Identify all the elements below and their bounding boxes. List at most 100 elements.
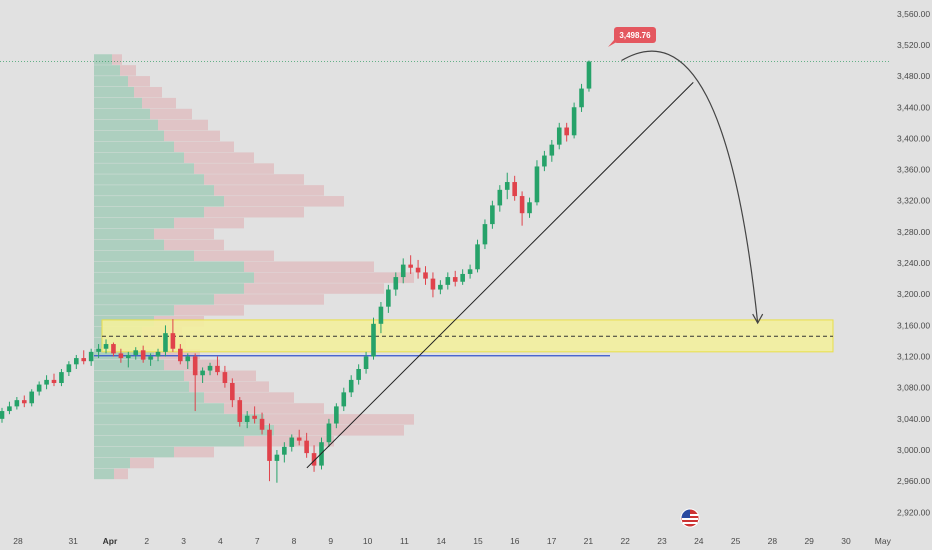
candle[interactable] <box>452 277 458 282</box>
candle[interactable] <box>74 358 79 365</box>
candle[interactable] <box>192 356 198 376</box>
profile-bar-buy <box>94 414 264 425</box>
candle[interactable] <box>185 356 191 362</box>
candle[interactable] <box>371 323 376 357</box>
candle[interactable] <box>304 440 309 454</box>
candle[interactable] <box>460 273 465 282</box>
candle[interactable] <box>579 88 584 108</box>
candle[interactable] <box>29 391 35 404</box>
candle[interactable] <box>178 348 183 362</box>
trendline[interactable] <box>306 81 694 469</box>
candle[interactable] <box>393 277 399 290</box>
candle[interactable] <box>438 284 443 290</box>
candle[interactable] <box>289 437 295 447</box>
profile-bar-buy <box>94 119 158 131</box>
candle[interactable] <box>549 144 555 156</box>
candle[interactable] <box>244 415 250 422</box>
candle[interactable] <box>51 379 57 384</box>
profile-bar-buy <box>94 86 134 98</box>
candle[interactable] <box>274 454 280 461</box>
candle[interactable] <box>163 333 168 352</box>
profile-bar-buy <box>94 141 174 153</box>
candle[interactable] <box>311 453 317 466</box>
candle[interactable] <box>519 196 525 214</box>
candle[interactable] <box>36 384 42 392</box>
candle[interactable] <box>400 264 406 278</box>
candle[interactable] <box>222 372 228 384</box>
candle[interactable] <box>59 372 64 384</box>
candle[interactable] <box>148 356 153 360</box>
candle[interactable] <box>341 392 347 407</box>
candle[interactable] <box>467 269 473 274</box>
candle[interactable] <box>118 353 124 359</box>
candle[interactable] <box>207 365 213 371</box>
candle[interactable] <box>126 354 131 359</box>
candle[interactable] <box>415 267 421 273</box>
candle[interactable] <box>215 365 220 373</box>
candle[interactable] <box>475 244 480 270</box>
candle[interactable] <box>111 344 116 354</box>
x-tick-label: 31 <box>68 536 78 546</box>
profile-bar-sell <box>244 261 374 272</box>
candle[interactable] <box>586 61 592 89</box>
candle[interactable] <box>504 182 510 190</box>
candle[interactable] <box>542 155 547 167</box>
y-tick-label: 3,360.00 <box>897 165 930 175</box>
candle[interactable] <box>21 400 27 404</box>
candle[interactable] <box>482 224 488 245</box>
candle[interactable] <box>230 383 235 401</box>
candle[interactable] <box>44 379 49 385</box>
candle[interactable] <box>259 418 265 430</box>
candle[interactable] <box>88 351 94 362</box>
candle[interactable] <box>534 166 540 203</box>
candle[interactable] <box>386 289 391 307</box>
y-tick-label: 3,320.00 <box>897 196 930 206</box>
y-axis[interactable]: 2,920.00 2,960.00 3,000.00 3,040.00 3,080.00… <box>897 9 930 518</box>
candle[interactable] <box>490 205 495 225</box>
candle[interactable] <box>408 264 413 268</box>
forecast-arrow[interactable] <box>621 50 759 324</box>
candle[interactable] <box>564 127 569 136</box>
candle[interactable] <box>571 107 577 136</box>
candle[interactable] <box>363 356 369 369</box>
candle[interactable] <box>348 379 354 393</box>
candle[interactable] <box>155 351 161 357</box>
profile-bar-buy <box>94 196 224 207</box>
candle[interactable] <box>423 272 428 279</box>
profile-bar-sell <box>194 163 274 174</box>
candle[interactable] <box>430 278 436 290</box>
candle[interactable] <box>200 370 205 376</box>
candle[interactable] <box>140 350 146 360</box>
candle[interactable] <box>7 406 12 412</box>
candle[interactable] <box>0 411 5 419</box>
candle[interactable] <box>378 306 384 324</box>
x-tick-label: 25 <box>731 536 741 546</box>
candle[interactable] <box>326 423 332 443</box>
candle[interactable] <box>252 415 257 419</box>
candle[interactable] <box>81 358 87 362</box>
candle[interactable] <box>512 182 517 197</box>
candle[interactable] <box>133 350 139 355</box>
candle[interactable] <box>556 127 562 145</box>
candle[interactable] <box>296 437 302 441</box>
us-flag-icon[interactable] <box>680 508 700 528</box>
candle[interactable] <box>527 202 532 214</box>
x-axis[interactable]: 28 31 Apr 2 3 4 7 8 9 10 11 14 15 16 17 21 22 23 24 25 28 29 3… <box>13 536 891 546</box>
candle[interactable] <box>170 333 176 349</box>
candle[interactable] <box>267 429 272 461</box>
candle[interactable] <box>497 189 503 206</box>
profile-bar-sell <box>224 403 324 414</box>
candle[interactable] <box>237 400 243 422</box>
candle[interactable] <box>282 446 287 455</box>
candle[interactable] <box>66 364 72 373</box>
candle[interactable] <box>103 344 109 349</box>
candle[interactable] <box>334 406 339 424</box>
candle[interactable] <box>96 348 101 352</box>
candle[interactable] <box>445 277 451 285</box>
y-tick-label: 3,040.00 <box>897 414 930 424</box>
candle[interactable] <box>356 368 361 380</box>
candle[interactable] <box>14 400 20 407</box>
x-tick-label: 11 <box>400 536 409 546</box>
